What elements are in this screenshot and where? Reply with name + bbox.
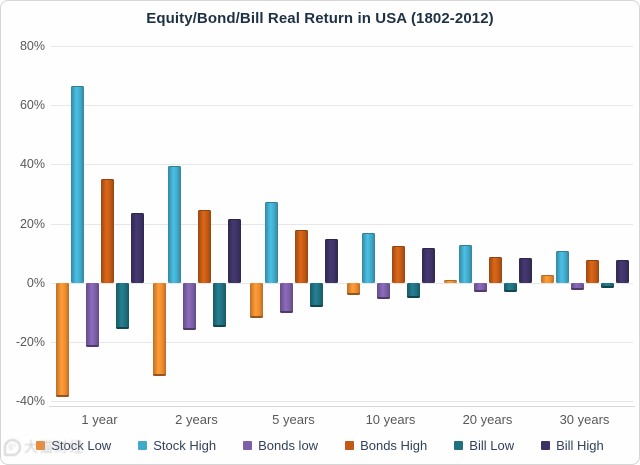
legend-swatch-icon bbox=[345, 441, 355, 450]
bar-bill-low-30-years bbox=[600, 282, 614, 288]
bar-bill-high-5-years bbox=[324, 238, 338, 283]
legend-item-bonds-high: Bonds High bbox=[345, 438, 427, 453]
bar-bonds-high-5-years bbox=[294, 230, 308, 283]
bar-bill-high-2-years bbox=[227, 218, 241, 283]
bar-stock-low-30-years bbox=[540, 274, 554, 283]
bar-bonds-high-30-years bbox=[585, 259, 599, 283]
legend: Stock Low Stock High Bonds low Bonds High Bi… bbox=[1, 438, 639, 453]
bar-bill-high-20-years bbox=[518, 258, 532, 283]
bar-bill-high-10-years bbox=[421, 248, 435, 283]
gridline bbox=[51, 164, 633, 166]
y-tick-label: 40% bbox=[19, 157, 45, 172]
legend-label: Bonds High bbox=[360, 438, 428, 453]
bar-bill-low-20-years bbox=[503, 282, 517, 292]
gridline bbox=[51, 105, 633, 107]
legend-swatch-icon bbox=[454, 441, 464, 450]
bar-group-20-years bbox=[439, 46, 536, 401]
chart-title: Equity/Bond/Bill Real Return in USA (180… bbox=[146, 10, 494, 27]
bar-bonds-low-2-years bbox=[182, 282, 196, 330]
legend-label: Bill High bbox=[556, 438, 604, 453]
bar-stock-high-10-years bbox=[361, 232, 375, 283]
bar-bill-high-1-year bbox=[130, 212, 144, 283]
x-axis-line bbox=[49, 406, 635, 407]
x-tick-label-2-years: 2 years bbox=[175, 412, 218, 427]
bar-bonds-high-20-years bbox=[488, 256, 502, 283]
bar-stock-low-10-years bbox=[346, 282, 360, 295]
bar-bonds-low-1-year bbox=[85, 282, 99, 348]
bar-stock-high-5-years bbox=[264, 201, 278, 283]
y-tick-label: 80% bbox=[19, 39, 45, 53]
x-tick-label-10-years: 10 years bbox=[365, 412, 416, 427]
bar-stock-high-30-years bbox=[555, 251, 569, 283]
legend-swatch-icon bbox=[138, 441, 148, 450]
legend-label: Bill Low bbox=[469, 438, 515, 453]
legend-label: Stock High bbox=[153, 438, 217, 453]
x-tick-label-20-years: 20 years bbox=[462, 412, 513, 427]
bar-bonds-low-5-years bbox=[279, 282, 293, 313]
bar-stock-low-5-years bbox=[249, 282, 263, 318]
y-tick-label: -20% bbox=[15, 334, 45, 349]
y-tick-label: 60% bbox=[19, 98, 45, 113]
bar-stock-high-2-years bbox=[167, 165, 181, 283]
legend-label: Bonds low bbox=[258, 438, 319, 453]
legend-swatch-icon bbox=[36, 441, 46, 450]
legend-swatch-icon bbox=[541, 441, 551, 450]
bar-group-1-year bbox=[51, 46, 148, 401]
legend-item-bill-high: Bill High bbox=[541, 438, 604, 453]
legend-swatch-icon bbox=[243, 441, 253, 450]
legend-label: Stock Low bbox=[51, 438, 112, 453]
bar-group-10-years bbox=[342, 46, 439, 401]
gridline bbox=[51, 223, 633, 225]
bar-stock-high-1-year bbox=[70, 85, 84, 283]
bar-group-2-years bbox=[148, 46, 245, 401]
gridline bbox=[51, 341, 633, 343]
y-tick-label: 20% bbox=[19, 216, 45, 231]
bar-bill-high-30-years bbox=[615, 260, 629, 283]
bar-bonds-high-10-years bbox=[391, 245, 405, 283]
bar-bill-low-10-years bbox=[406, 282, 420, 298]
gridline bbox=[51, 46, 633, 47]
bar-bonds-high-1-year bbox=[100, 178, 114, 283]
gridline bbox=[51, 401, 633, 402]
bar-stock-low-20-years bbox=[443, 279, 457, 283]
gridline bbox=[51, 282, 633, 284]
bar-group-30-years bbox=[536, 46, 633, 401]
bar-stock-high-20-years bbox=[458, 245, 472, 283]
bar-group-5-years bbox=[245, 46, 342, 401]
legend-item-bill-low: Bill Low bbox=[454, 438, 514, 453]
bar-bonds-high-2-years bbox=[197, 209, 211, 283]
legend-item-bonds-low: Bonds low bbox=[243, 438, 318, 453]
y-tick-label: -40% bbox=[15, 394, 45, 408]
bar-bill-low-5-years bbox=[309, 282, 323, 307]
bar-bill-low-2-years bbox=[212, 282, 226, 328]
bar-bill-low-1-year bbox=[115, 282, 129, 329]
x-tick-label-1-year: 1 year bbox=[81, 412, 118, 427]
plot-area bbox=[51, 46, 633, 402]
x-tick-label-30-years: 30 years bbox=[559, 412, 610, 427]
bar-stock-low-2-years bbox=[152, 282, 166, 376]
bar-bonds-low-10-years bbox=[376, 282, 390, 299]
bar-stock-low-1-year bbox=[55, 282, 69, 397]
legend-item-stock-high: Stock High bbox=[138, 438, 216, 453]
x-tick-label-5-years: 5 years bbox=[272, 412, 315, 427]
bar-bonds-low-30-years bbox=[570, 282, 584, 290]
bar-bonds-low-20-years bbox=[473, 282, 487, 292]
legend-item-stock-low: Stock Low bbox=[36, 438, 111, 453]
y-tick-label: 0% bbox=[26, 275, 45, 290]
